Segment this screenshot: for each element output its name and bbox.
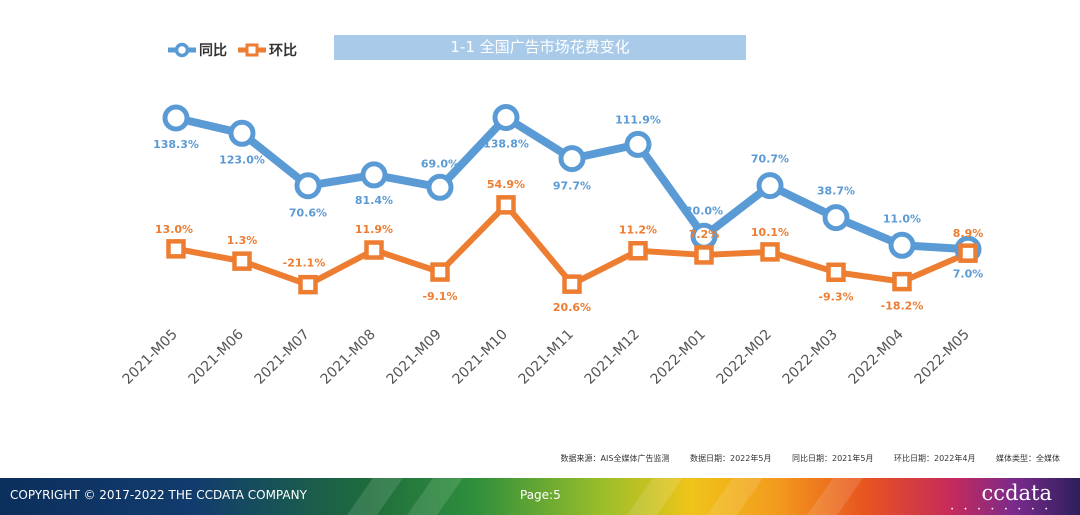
mom-data-label: 11.2% bbox=[619, 224, 657, 237]
x-tick-label: 2022-M01 bbox=[648, 327, 709, 388]
copyright-text: COPYRIGHT © 2017-2022 THE CCDATA COMPANY bbox=[10, 488, 307, 502]
line-chart: 138.3% 123.0% 70.6% 81.4% 69.0% 138.8% 97.7% 11… bbox=[120, 104, 984, 388]
mom-data-label: -21.1% bbox=[283, 257, 326, 270]
yoy-point bbox=[888, 231, 916, 259]
legend-label-yoy: 同比 bbox=[199, 43, 227, 59]
yoy-data-label: 11.0% bbox=[883, 212, 921, 225]
yoy-data-label: 111.9% bbox=[615, 113, 661, 126]
x-tick-label: 2022-M05 bbox=[912, 327, 973, 388]
mom-data-label: 11.9% bbox=[355, 223, 393, 236]
yoy-data-label: 123.0% bbox=[219, 153, 265, 166]
x-tick-label: 2021-M06 bbox=[186, 326, 247, 387]
yoy-data-label: 38.7% bbox=[817, 185, 855, 198]
legend-item-mom[interactable]: 环比 bbox=[238, 40, 297, 60]
yoy-data-label: 70.7% bbox=[751, 153, 789, 166]
legend-label-mom: 环比 bbox=[269, 43, 297, 59]
mom-data-label: -9.1% bbox=[422, 290, 457, 303]
x-tick-label: 2021-M08 bbox=[318, 327, 379, 388]
yoy-point bbox=[822, 204, 850, 232]
logo-dots: • • • • • • • • bbox=[950, 506, 1052, 513]
yoy-data-label: 81.4% bbox=[355, 194, 393, 207]
mom-point bbox=[298, 274, 318, 295]
yoy-point bbox=[360, 161, 388, 189]
yoy-point bbox=[492, 104, 520, 131]
mom-data-label: 54.9% bbox=[487, 178, 525, 191]
yoy-data-label: 7.0% bbox=[953, 267, 984, 280]
source-item: 媒体类型：全媒体 bbox=[996, 454, 1060, 463]
x-tick-label: 2021-M10 bbox=[450, 327, 511, 388]
ccdata-logo: ccdata bbox=[981, 481, 1052, 505]
mom-data-label: 8.9% bbox=[953, 227, 984, 240]
mom-point bbox=[496, 195, 516, 215]
x-tick-label: 2021-M07 bbox=[252, 327, 313, 388]
data-source-note: 数据来源：AIS全媒体广告监测 数据日期：2022年5月 同比日期：2021年5… bbox=[0, 453, 1060, 464]
yoy-data-label: 70.6% bbox=[289, 207, 327, 220]
footer-bar: COPYRIGHT © 2017-2022 THE CCDATA COMPANY… bbox=[0, 478, 1080, 515]
mom-data-label: 13.0% bbox=[155, 223, 193, 236]
yoy-data-label: 20.0% bbox=[685, 204, 723, 217]
mom-point bbox=[760, 242, 780, 262]
source-item: 同比日期：2021年5月 bbox=[792, 454, 874, 463]
mom-point bbox=[694, 245, 714, 265]
source-item: 数据日期：2022年5月 bbox=[690, 454, 772, 463]
mom-point bbox=[364, 240, 384, 260]
x-tick-label: 2021-M12 bbox=[582, 327, 643, 388]
mom-point bbox=[232, 251, 252, 271]
x-tick-label: 2021-M09 bbox=[384, 327, 445, 388]
mom-data-label: 10.1% bbox=[751, 226, 789, 239]
x-tick-label: 2021-M05 bbox=[120, 327, 181, 388]
yoy-point bbox=[756, 172, 784, 200]
source-item: 数据来源：AIS全媒体广告监测 bbox=[560, 454, 670, 463]
x-tick-label: 2022-M02 bbox=[714, 327, 775, 388]
mom-data-label: -9.3% bbox=[818, 290, 853, 303]
yoy-point bbox=[558, 145, 586, 173]
x-tick-label: 2022-M03 bbox=[780, 327, 841, 388]
mom-point bbox=[430, 262, 450, 282]
yoy-data-label: 138.3% bbox=[153, 138, 199, 151]
yoy-data-label: 138.8% bbox=[483, 138, 529, 151]
x-tick-label: 2022-M04 bbox=[846, 326, 907, 387]
legend-item-yoy[interactable]: 同比 bbox=[168, 40, 227, 60]
chart-title: 1-1 全国广告市场花费变化 bbox=[334, 35, 746, 60]
yoy-data-label: 69.0% bbox=[421, 157, 459, 170]
yoy-data-label: 97.7% bbox=[553, 180, 591, 193]
x-tick-label: 2021-M11 bbox=[516, 327, 577, 388]
mom-point bbox=[892, 271, 912, 292]
mom-data-label: 1.3% bbox=[227, 234, 258, 247]
legend-square-marker-icon bbox=[238, 43, 266, 57]
yoy-point bbox=[228, 119, 256, 147]
mom-data-label: -18.2% bbox=[881, 300, 924, 313]
yoy-point bbox=[426, 173, 454, 201]
source-item: 环比日期：2022年4月 bbox=[894, 454, 976, 463]
legend-circle-marker-icon bbox=[168, 42, 196, 58]
mom-data-label: 7.2% bbox=[689, 228, 720, 241]
mom-point bbox=[166, 239, 186, 259]
mom-point bbox=[958, 243, 978, 263]
mom-point bbox=[628, 240, 648, 261]
mom-point bbox=[826, 262, 846, 283]
yoy-point bbox=[162, 104, 190, 132]
mom-data-label: 20.6% bbox=[553, 301, 591, 314]
mom-point bbox=[562, 274, 582, 294]
yoy-point bbox=[294, 172, 322, 200]
yoy-point bbox=[624, 130, 652, 158]
page-number: Page:5 bbox=[520, 488, 561, 502]
